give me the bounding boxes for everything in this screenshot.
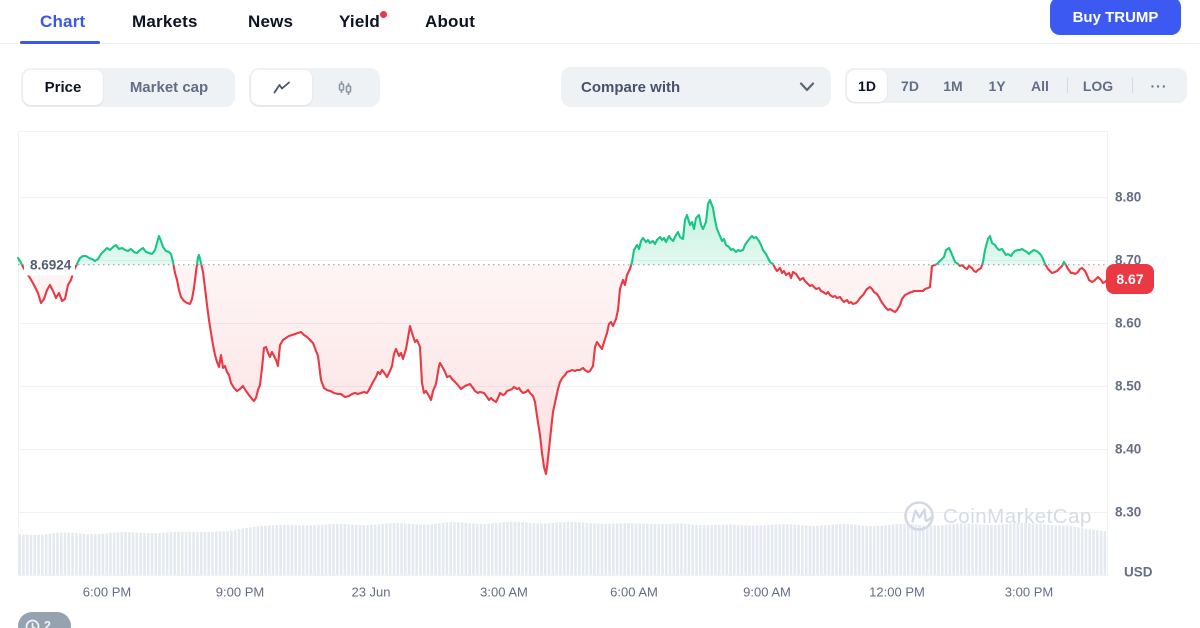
coinmarketcap-watermark: CoinMarketCap — [904, 501, 1092, 531]
compare-with-dropdown[interactable]: Compare with — [561, 67, 831, 107]
toggle-price[interactable]: Price — [44, 79, 82, 96]
y-axis-tick: 8.50 — [1115, 378, 1142, 394]
candlestick-chart-icon — [338, 80, 352, 95]
tab-chart[interactable]: Chart — [40, 12, 86, 31]
y-axis-tick: 8.70 — [1115, 252, 1142, 268]
chevron-down-icon — [799, 82, 815, 92]
range-separator — [1132, 78, 1133, 93]
line-chart-icon — [273, 81, 290, 93]
y-axis-unit: USD — [1124, 564, 1153, 580]
y-axis-tick: 8.30 — [1115, 504, 1142, 520]
compare-with-label: Compare with — [581, 78, 681, 96]
range-1m[interactable]: 1M — [943, 77, 963, 94]
range-1y[interactable]: 1Y — [988, 77, 1006, 94]
tab-markets[interactable]: Markets — [132, 12, 198, 31]
more-options-button[interactable]: ··· — [1150, 77, 1168, 94]
plot-border — [18, 131, 1108, 576]
candlestick-chart-button[interactable] — [312, 68, 378, 107]
range-7d[interactable]: 7D — [901, 77, 919, 94]
range-separator — [1067, 78, 1068, 93]
range-1d[interactable]: 1D — [858, 77, 876, 94]
x-axis-tick: 23 Jun — [351, 584, 391, 600]
x-axis-tick: 12:00 PM — [869, 584, 925, 600]
x-axis-tick: 3:00 PM — [1004, 584, 1054, 600]
y-axis-tick: 8.80 — [1115, 189, 1142, 205]
volume-bars — [18, 521, 1107, 575]
clock-icon — [25, 619, 40, 628]
line-chart-button[interactable] — [251, 68, 312, 107]
metric-toggle-active-pill — [23, 70, 103, 105]
baseline-price-label: 8.6924 — [24, 254, 76, 276]
area-fill-above-baseline — [18, 200, 1066, 265]
chart-type-toggle — [249, 68, 380, 107]
live-updates-count: 2 — [44, 619, 51, 628]
y-axis-tick: 8.60 — [1115, 315, 1142, 331]
x-axis-tick: 6:00 PM — [82, 584, 132, 600]
toggle-market-cap[interactable]: Market cap — [129, 79, 209, 96]
yield-notification-dot — [380, 11, 387, 18]
x-axis-tick: 9:00 AM — [743, 584, 791, 600]
x-axis-tick: 9:00 PM — [215, 584, 265, 600]
watermark-text: CoinMarketCap — [943, 505, 1092, 528]
price-line-down — [20, 264, 1109, 476]
x-axis-tick: 3:00 AM — [480, 584, 528, 600]
area-fill-below-baseline — [18, 264, 1107, 475]
log-scale-button[interactable]: LOG — [1082, 77, 1114, 94]
time-range-selector: 1D 7D 1M 1Y All LOG ··· — [845, 68, 1187, 103]
active-tab-underline — [20, 41, 100, 44]
tab-about[interactable]: About — [425, 12, 476, 31]
live-updates-bubble[interactable]: 2 — [18, 612, 71, 628]
metric-toggle: Price Market cap — [21, 68, 235, 107]
range-active-pill — [847, 69, 887, 102]
buy-trump-button[interactable]: Buy TRUMP — [1050, 0, 1181, 35]
range-all[interactable]: All — [1031, 77, 1049, 94]
tab-yield[interactable]: Yield — [339, 12, 380, 31]
coinmarketcap-logo-icon — [904, 501, 934, 531]
x-axis-tick: 6:00 AM — [610, 584, 658, 600]
price-line-up — [16, 198, 1068, 265]
tab-news[interactable]: News — [248, 12, 294, 31]
last-price-badge: 8.67 — [1106, 263, 1154, 294]
y-axis-tick: 8.40 — [1115, 441, 1142, 457]
section-nav: Chart Markets News Yield About Buy TRUMP — [0, 0, 1200, 44]
